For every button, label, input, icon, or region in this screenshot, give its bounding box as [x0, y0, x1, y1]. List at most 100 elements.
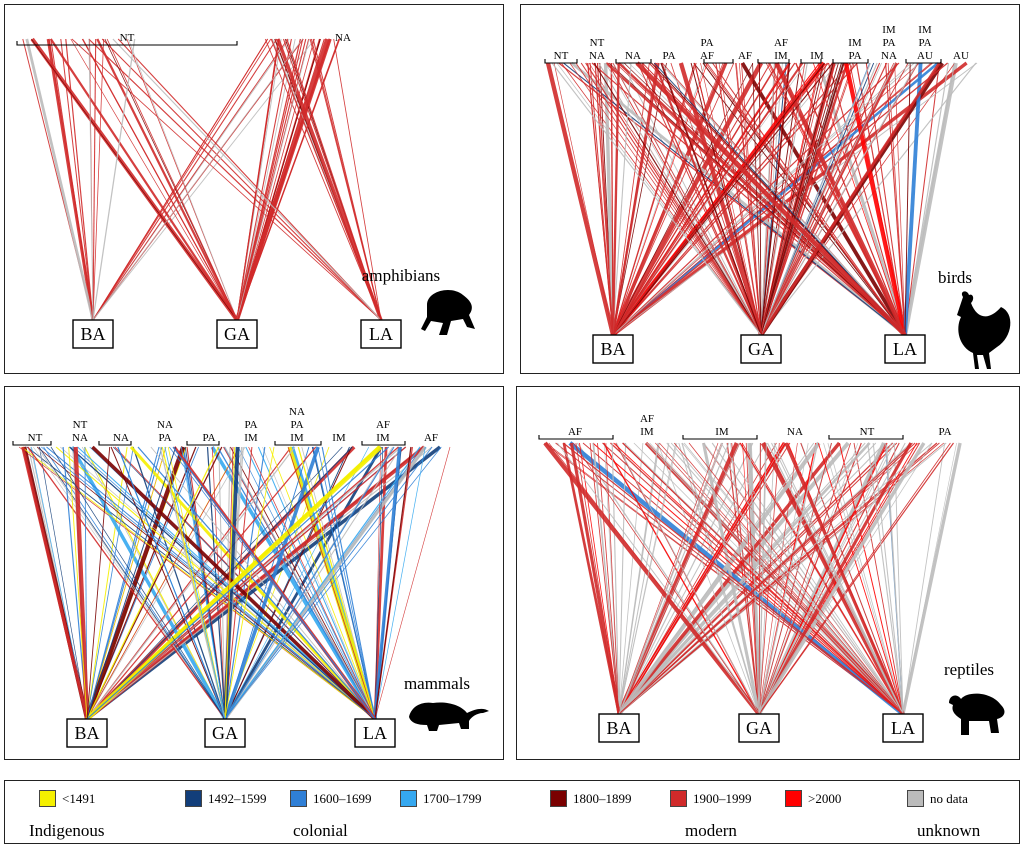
- region-bracket: [12, 441, 52, 446]
- flow-line: [771, 442, 904, 715]
- site-box: [592, 334, 634, 364]
- flow-line: [223, 445, 427, 721]
- flow-line: [624, 442, 904, 715]
- region-code-label: AU: [953, 50, 969, 62]
- site-box: [882, 713, 924, 743]
- flow-line: [86, 446, 296, 720]
- flow-line: [224, 446, 395, 720]
- region-code-label: AF: [774, 37, 788, 49]
- flow-line: [603, 442, 760, 715]
- flow-line: [618, 442, 877, 715]
- flow-line: [270, 38, 382, 321]
- flow-line: [69, 446, 376, 720]
- region-code-label: IM: [715, 426, 729, 438]
- flow-line: [85, 445, 426, 721]
- flow-line: [758, 442, 780, 715]
- legend-label: 1492–1599: [208, 790, 267, 806]
- region-bracket: [98, 441, 132, 446]
- flow-line: [758, 442, 859, 715]
- flow-line: [48, 38, 94, 321]
- legend-swatch-1900-1999: [670, 790, 687, 807]
- legend-label: 1900–1999: [693, 790, 752, 806]
- legend-item-no-data: no data: [907, 790, 968, 807]
- flow-line: [611, 442, 620, 715]
- flow-line: [678, 62, 764, 336]
- region-code-label: AF: [376, 419, 390, 431]
- flow-line: [374, 446, 426, 720]
- region-code-label: AU: [917, 50, 933, 62]
- region-code-label: NA: [787, 426, 803, 438]
- flow-line: [569, 442, 621, 715]
- flow-line: [25, 38, 95, 321]
- region-code-label: AF: [700, 50, 714, 62]
- flow-line: [618, 442, 913, 715]
- region-bracket: [615, 59, 652, 64]
- flow-line: [616, 442, 760, 715]
- flow-line: [223, 446, 320, 720]
- site-label: LA: [369, 324, 393, 344]
- flow-line: [612, 62, 779, 336]
- flow-line: [373, 446, 402, 720]
- region-code-label: PA: [244, 419, 257, 431]
- flow-line: [749, 442, 760, 715]
- flow-line: [217, 446, 376, 720]
- flow-line: [617, 441, 821, 716]
- flow-line: [92, 38, 104, 321]
- flow-line: [224, 446, 275, 720]
- flow-line: [92, 38, 136, 321]
- flow-line: [589, 442, 620, 715]
- region-code-label: IM: [640, 426, 654, 438]
- turtle-silhouette-icon: [949, 693, 1005, 735]
- region-code-label: AF: [424, 432, 438, 444]
- site-box: [216, 319, 258, 349]
- flow-line: [758, 442, 832, 715]
- flow-line: [612, 62, 803, 336]
- flow-line: [224, 446, 376, 720]
- site-label: GA: [224, 324, 250, 344]
- legend: <1491 1492–1599 1600–1699 1700–1799 1800…: [4, 780, 1020, 844]
- flow-line: [561, 62, 762, 336]
- flow-line: [587, 62, 614, 336]
- birds-panel: NT NT NA NA PA PA AF AF AF IM IM IM PA IM PA NA IM PA AU AU…: [520, 4, 1020, 374]
- flow-line: [612, 62, 824, 336]
- region-bracket: [16, 41, 238, 46]
- flow-line: [618, 442, 871, 715]
- site-box: [72, 319, 114, 349]
- flow-line: [618, 442, 754, 715]
- flow-lines: [543, 441, 962, 716]
- flow-line: [262, 446, 376, 720]
- flow-line: [112, 446, 376, 720]
- flow-line: [86, 446, 246, 720]
- flow-line: [598, 62, 762, 336]
- site-label: BA: [606, 718, 631, 738]
- region-code-label: IM: [848, 37, 862, 49]
- site-box: [740, 334, 782, 364]
- flow-line: [618, 442, 659, 715]
- flow-line: [760, 62, 854, 336]
- site-la: LA: [354, 718, 396, 748]
- flow-line: [758, 442, 761, 715]
- flow-line: [21, 446, 376, 720]
- flow-line: [694, 62, 762, 336]
- flow-line: [92, 38, 316, 321]
- flow-line: [758, 442, 954, 715]
- flow-line: [612, 62, 754, 336]
- flow-line: [276, 38, 383, 321]
- flow-line: [757, 442, 926, 715]
- flow-line: [33, 446, 226, 720]
- flow-line: [660, 62, 762, 336]
- site-label: BA: [74, 723, 99, 743]
- flow-line: [49, 38, 238, 321]
- legend-swatch-no-data: [907, 790, 924, 807]
- flow-line: [752, 62, 762, 336]
- region-code-label: AF: [640, 413, 654, 425]
- flow-line: [236, 38, 280, 321]
- flow-line: [31, 38, 238, 321]
- flow-line: [86, 446, 353, 720]
- flow-line: [127, 38, 238, 321]
- flow-line: [612, 62, 796, 336]
- legend-item-1900-1999: 1900–1999: [670, 790, 752, 807]
- flow-line: [580, 62, 762, 336]
- legend-item-indigenous: <1491: [39, 790, 95, 807]
